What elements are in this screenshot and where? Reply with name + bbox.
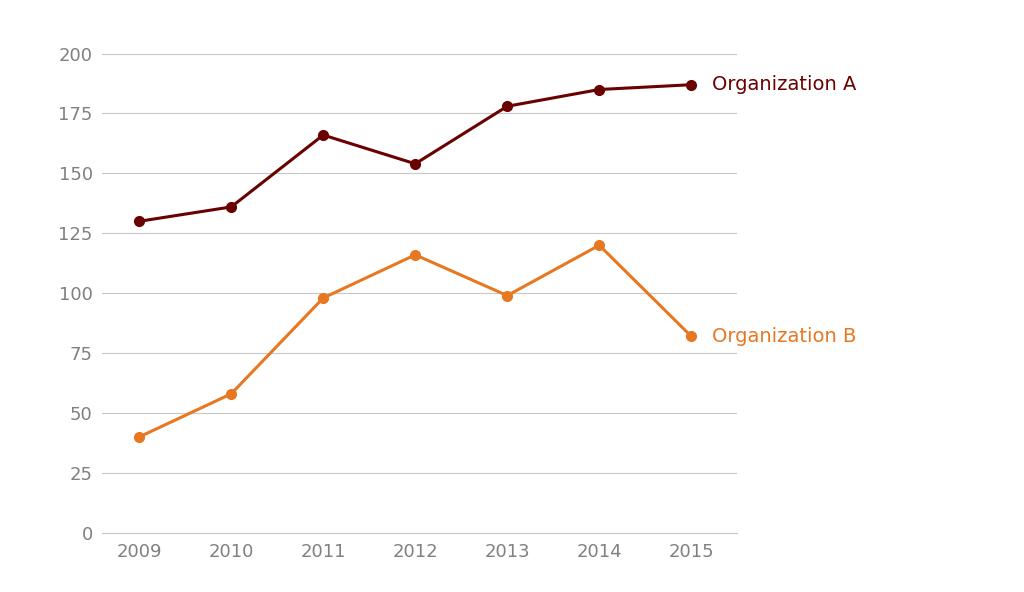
Text: Organization B: Organization B <box>712 327 856 346</box>
Text: Organization A: Organization A <box>712 75 856 94</box>
